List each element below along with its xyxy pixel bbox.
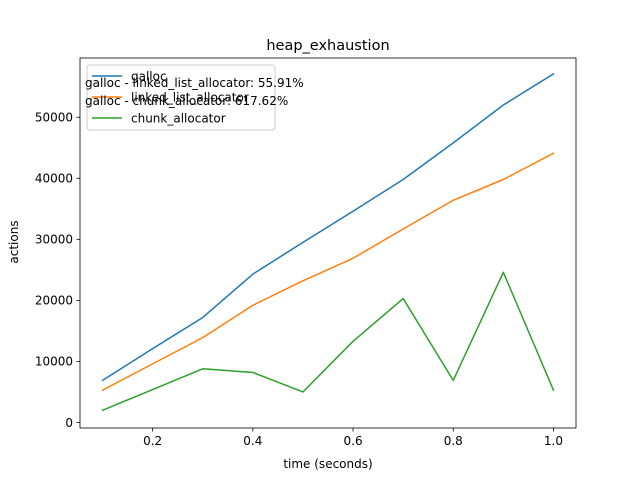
legend-label-chunk-allocator: chunk_allocator [131,111,226,125]
series-line-linked-list-allocator [101,152,555,392]
x-tick-label: 0.6 [344,434,363,448]
annotations: galloc - linked_list_allocator: 55.91% ga… [85,76,304,108]
legend-label-linked-list-allocator: linked_list_allocator [131,90,249,104]
x-tick-label: 1.0 [544,434,563,448]
y-axis-label: actions [7,220,21,263]
x-tick-label: 0.2 [143,434,162,448]
legend: galloc linked_list_allocator chunk_allocat… [86,64,276,131]
y-tick-label: 10000 [35,355,73,369]
axes-layer: 0.2 0.4 0.6 0.8 1.0 0 10000 20000 30000 40000 5000… [35,57,577,448]
x-tick-label: 0.8 [444,434,463,448]
y-tick-label: 50000 [35,111,73,125]
legend-label-galloc: galloc [131,69,167,83]
y-tick-label: 20000 [35,294,73,308]
x-axis-label: time (seconds) [283,457,372,471]
series-line-chunk-allocator [101,271,555,412]
chart-title: heap_exhaustion [266,38,389,54]
annotation-text: galloc - linked_list_allocator: 55.91% [85,76,304,90]
series-layer [101,72,555,412]
y-tick-label: 0 [65,416,73,430]
y-tick-label: 30000 [35,233,73,247]
plot-frame [79,57,577,429]
series-line-galloc [101,72,555,382]
y-tick-label: 40000 [35,172,73,186]
x-tick-label: 0.4 [243,434,262,448]
annotation-text: galloc - chunk_allocator: 617.62% [85,94,288,108]
legend-frame [86,64,276,131]
